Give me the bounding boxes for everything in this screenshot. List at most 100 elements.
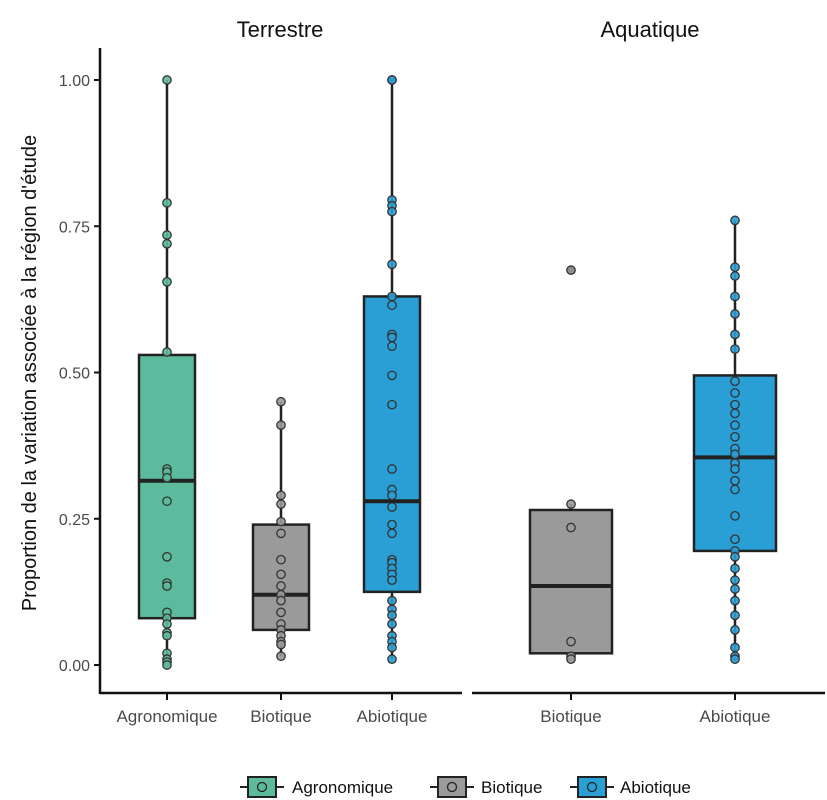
- data-point: [730, 625, 740, 635]
- data-point: [387, 75, 397, 85]
- data-point: [387, 610, 397, 621]
- data-point: [387, 595, 397, 606]
- data-point: [566, 654, 576, 665]
- data-point: [387, 300, 397, 311]
- data-point: [730, 291, 740, 302]
- data-point: [730, 431, 740, 442]
- panel-1: Aquatique Biotique Abiotique: [472, 17, 825, 726]
- data-point: [730, 575, 740, 586]
- data-point: [387, 370, 397, 381]
- data-point: [387, 399, 397, 410]
- legend-item-agronomique: Agronomique: [240, 776, 393, 798]
- legend-key-point: [586, 781, 598, 793]
- data-point: [730, 584, 740, 594]
- y-tick-label: 0.50: [59, 366, 90, 383]
- data-point: [276, 607, 286, 618]
- panel-0: Terrestre 0.00 0.25 0.50 0.75 1.00 Agronomique…: [59, 17, 462, 726]
- data-point: [387, 332, 397, 343]
- data-point: [730, 329, 740, 340]
- data-point: [730, 449, 740, 460]
- legend-item-biotique: Biotique: [430, 776, 542, 798]
- data-point: [162, 230, 172, 240]
- box-iqr: [528, 508, 614, 655]
- box-agronomique: Agronomique: [116, 75, 218, 726]
- data-point: [387, 502, 397, 512]
- x-tick-label: Biotique: [250, 707, 311, 726]
- legend-key-point: [446, 781, 458, 793]
- data-point: [730, 271, 740, 281]
- box-biotique: Biotique: [250, 396, 312, 726]
- data-point: [730, 654, 740, 665]
- data-point: [730, 376, 740, 387]
- x-tick-label: Agronomique: [116, 707, 217, 726]
- data-point: [387, 259, 397, 270]
- x-tick-label: Abiotique: [357, 707, 428, 726]
- data-point: [730, 344, 740, 354]
- panel-title: Aquatique: [600, 17, 699, 42]
- legend-label: Biotique: [481, 778, 542, 797]
- legend: Agronomique Biotique Abiotique: [240, 776, 691, 798]
- data-point: [276, 528, 286, 539]
- y-tick-label: 0.25: [59, 512, 90, 529]
- data-point: [730, 484, 740, 495]
- data-point: [276, 595, 286, 606]
- box-abiotique: Abiotique: [692, 215, 778, 726]
- data-point: [730, 408, 740, 419]
- y-axis-label: Proportion de la variation associée à la…: [19, 135, 41, 611]
- data-point: [387, 464, 397, 474]
- data-point: [730, 595, 740, 606]
- data-point: [730, 510, 740, 521]
- data-point: [276, 639, 286, 650]
- data-point: [566, 636, 576, 647]
- y-tick-label: 0.75: [59, 219, 90, 236]
- data-point: [387, 519, 397, 530]
- data-point: [387, 206, 397, 217]
- data-point: [276, 420, 286, 430]
- x-tick-label: Biotique: [540, 707, 601, 726]
- data-point: [162, 551, 172, 562]
- data-point: [387, 642, 397, 653]
- y-tick-label: 0.00: [59, 658, 90, 675]
- legend-label: Abiotique: [620, 778, 691, 797]
- data-point: [387, 619, 397, 629]
- data-point: [387, 291, 397, 302]
- data-point: [162, 496, 172, 507]
- data-point: [276, 554, 286, 565]
- legend-item-abiotique: Abiotique: [570, 776, 691, 798]
- y-tick-label: 1.00: [59, 73, 90, 90]
- x-tick-label: Abiotique: [700, 707, 771, 726]
- data-point: [162, 238, 172, 249]
- data-point: [730, 534, 740, 545]
- data-point: [387, 490, 397, 501]
- data-point: [387, 654, 397, 665]
- data-point: [276, 581, 286, 591]
- data-point: [162, 660, 172, 670]
- data-point: [162, 347, 172, 357]
- data-point: [387, 341, 397, 352]
- data-point: [276, 490, 286, 501]
- data-point: [566, 499, 576, 509]
- data-point: [730, 309, 740, 319]
- data-point: [162, 630, 172, 641]
- data-point: [162, 198, 172, 208]
- data-point: [162, 75, 172, 85]
- data-point: [730, 642, 740, 653]
- data-point: [276, 569, 286, 580]
- data-point: [730, 464, 740, 474]
- data-point: [387, 528, 397, 539]
- data-point: [730, 551, 740, 562]
- data-point: [730, 420, 740, 430]
- legend-key-point: [256, 781, 268, 793]
- data-point: [730, 610, 740, 621]
- data-point: [162, 581, 172, 591]
- panels-layer: Terrestre 0.00 0.25 0.50 0.75 1.00 Agronomique…: [59, 17, 825, 726]
- data-point: [566, 265, 576, 275]
- data-point: [730, 388, 740, 398]
- panel-title: Terrestre: [237, 17, 324, 42]
- legend-label: Agronomique: [292, 778, 393, 797]
- data-point: [387, 575, 397, 586]
- data-point: [730, 475, 740, 486]
- data-point: [730, 563, 740, 574]
- data-point: [162, 472, 172, 483]
